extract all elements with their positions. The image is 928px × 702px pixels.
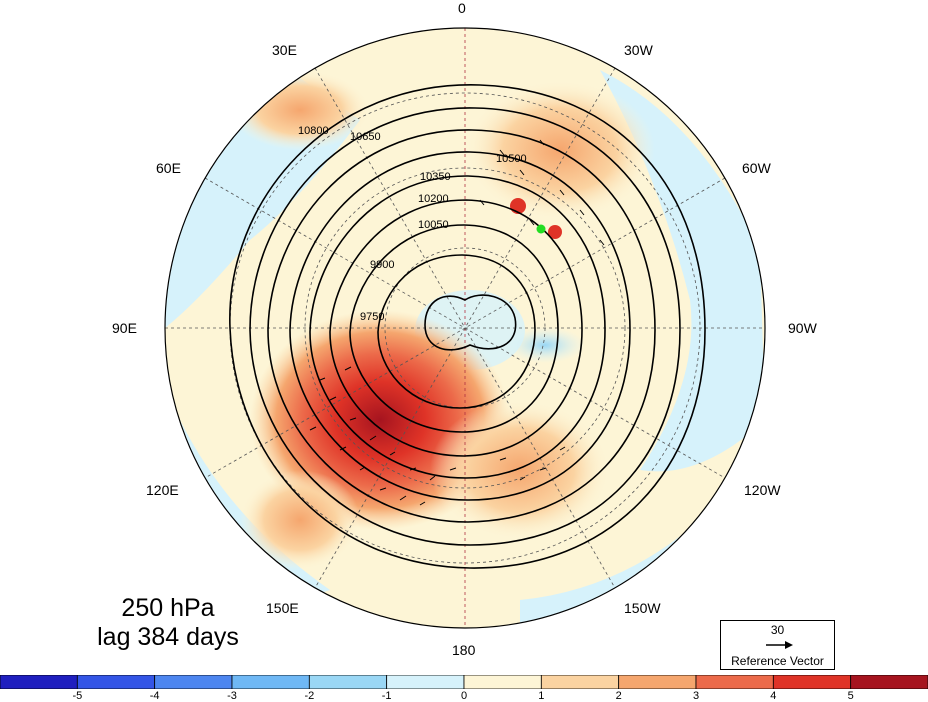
- reference-vector-magnitude: 30: [770, 623, 785, 637]
- colorbar: [0, 675, 928, 689]
- colorbar-swatch: [231, 675, 310, 689]
- lon-label-0: 0: [458, 0, 466, 16]
- lon-label-60w: 60W: [742, 160, 771, 176]
- colorbar-swatch: [154, 675, 233, 689]
- colorbar-tick-label: 4: [770, 690, 777, 702]
- colorbar-tick-label: 0: [460, 690, 468, 702]
- colorbar-swatch: [695, 675, 774, 689]
- contour-label: 10500: [496, 153, 527, 165]
- lon-label-60e: 60E: [156, 160, 181, 176]
- contour-label: 10200: [418, 193, 449, 205]
- colorbar-swatch: [76, 675, 156, 689]
- contour-label: 9900: [370, 259, 394, 271]
- map-boundary: [164, 27, 766, 629]
- reference-arrow-icon: [766, 641, 793, 649]
- contour-label: 10650: [350, 131, 381, 143]
- lon-label-120w: 120W: [744, 482, 781, 498]
- contour-label: 10050: [418, 219, 449, 231]
- lon-label-180: 180: [452, 642, 476, 658]
- lon-label-30e: 30E: [272, 42, 297, 58]
- colorbar-tick-label: 3: [692, 690, 700, 702]
- colorbar-tick-label: -3: [227, 690, 237, 702]
- reference-vector-label: Reference Vector: [731, 654, 824, 668]
- lon-label-120e: 120E: [146, 482, 179, 498]
- colorbar-tick-label: -1: [381, 690, 392, 702]
- marker-point: [536, 224, 546, 234]
- lon-label-30w: 30W: [624, 42, 653, 58]
- level-title: 250 hPa: [121, 594, 215, 622]
- colorbar-tick-label: -2: [304, 690, 315, 702]
- graticule: [165, 28, 765, 628]
- reference-vector-box: 30 Reference Vector: [720, 620, 835, 670]
- polar-map: 10800 10650 10500 10350 10200 10050 9900…: [164, 27, 766, 629]
- colorbar-swatch: [540, 675, 620, 689]
- colorbar-tick-label: -5: [72, 690, 83, 702]
- wind-vectors: [309, 139, 605, 506]
- colorbar-swatch: [618, 675, 697, 689]
- colorbar-tick-label: 2: [615, 690, 622, 702]
- colorbar-swatch: [0, 675, 78, 689]
- lon-label-90e: 90E: [112, 320, 137, 336]
- colorbar-swatch: [772, 675, 852, 689]
- lon-label-90w: 90W: [788, 320, 817, 336]
- colorbar-tick-label: 1: [538, 690, 545, 702]
- colorbar-swatch: [386, 675, 465, 689]
- colorbar-swatch: [463, 675, 542, 689]
- lag-title: lag 384 days: [97, 623, 239, 651]
- lon-label-150e: 150E: [266, 600, 299, 616]
- contour-label-group: 10800 10650 10500 10350 10200 10050 9900…: [298, 125, 527, 323]
- lon-label-150w: 150W: [624, 600, 661, 616]
- colorbar-tick-label: -4: [149, 690, 160, 702]
- contour-label: 10350: [420, 171, 451, 183]
- colorbar-swatch: [850, 675, 928, 689]
- colorbar-swatch: [308, 675, 388, 689]
- colorbar-tick-label: 5: [847, 690, 854, 702]
- height-contours: [229, 84, 706, 569]
- contour-label: 9750: [360, 311, 384, 323]
- contour-label: 10800: [298, 125, 329, 137]
